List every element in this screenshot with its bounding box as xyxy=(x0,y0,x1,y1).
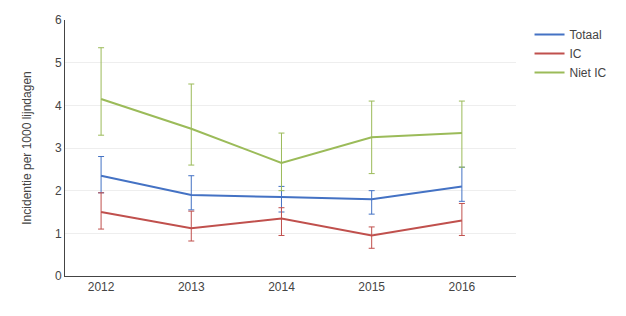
svg-text:2013: 2013 xyxy=(178,280,205,294)
svg-text:2: 2 xyxy=(55,184,62,198)
svg-text:Niet IC: Niet IC xyxy=(570,66,607,80)
svg-text:Totaal: Totaal xyxy=(570,28,602,42)
svg-text:2014: 2014 xyxy=(268,280,295,294)
svg-text:6: 6 xyxy=(55,13,62,27)
svg-text:Incidentie per 1000 lijndagen: Incidentie per 1000 lijndagen xyxy=(20,71,34,224)
svg-text:2016: 2016 xyxy=(449,280,476,294)
svg-text:2012: 2012 xyxy=(88,280,115,294)
svg-text:1: 1 xyxy=(55,227,62,241)
svg-text:5: 5 xyxy=(55,56,62,70)
svg-text:3: 3 xyxy=(55,141,62,155)
svg-text:IC: IC xyxy=(570,47,582,61)
svg-text:0: 0 xyxy=(55,269,62,283)
svg-text:2015: 2015 xyxy=(358,280,385,294)
svg-text:4: 4 xyxy=(55,99,62,113)
